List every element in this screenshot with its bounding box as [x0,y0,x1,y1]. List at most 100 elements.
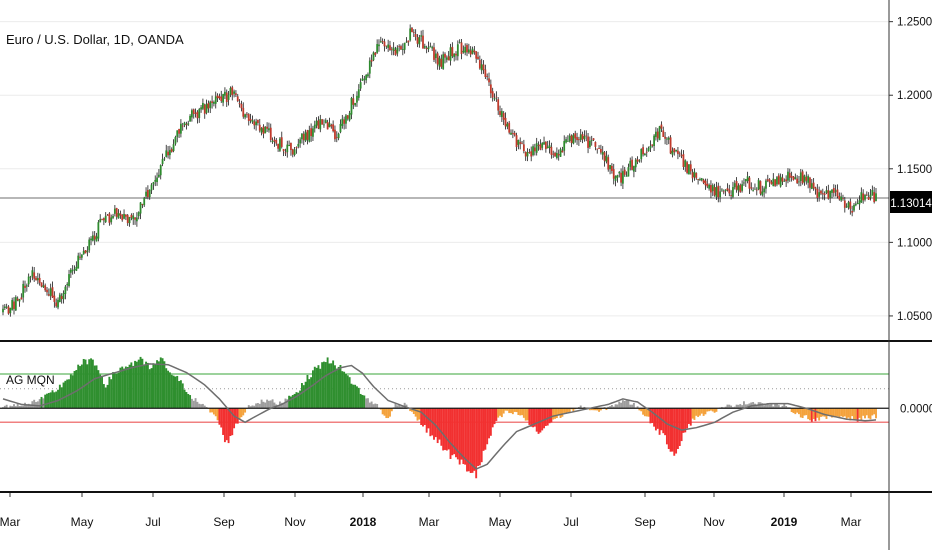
histogram-bar [277,405,280,409]
candle-down [79,256,81,258]
candle-up [368,60,371,74]
histogram-bar [561,408,564,417]
histogram-bar [504,408,507,411]
candle-down [192,109,195,114]
candle-up [312,128,314,137]
candle-down [44,285,47,291]
histogram-bar [537,408,540,434]
candle-up [328,123,331,128]
histogram-bar [445,408,448,451]
candle-up [183,122,186,126]
histogram-bar [134,360,137,409]
histogram-bar [867,408,870,419]
candle-up [293,149,296,155]
histogram-bar [559,408,562,418]
histogram-bar [244,408,247,413]
histogram-bar [18,405,21,409]
histogram-bar [875,408,877,419]
histogram-bar [123,368,125,409]
histogram-bar [334,365,336,409]
time-tick-label: Sep [634,515,656,529]
candle-down [489,84,492,94]
candle-down [816,189,819,198]
histogram-bar [346,375,349,409]
indicator-label[interactable]: AG MQN [6,373,55,387]
histogram-bar [328,363,331,409]
candle-up [77,255,80,269]
candle-down [836,189,839,197]
histogram-bar [667,408,670,450]
histogram-bar [389,408,391,417]
candle-down [258,124,261,131]
histogram-bar [702,408,705,416]
histogram-bar [22,405,25,409]
candle-up [315,120,318,126]
candle-up [616,175,619,178]
histogram-bar [566,408,569,413]
candle-up [798,181,800,183]
candle-down [181,125,184,127]
candle-down [16,298,19,301]
histogram-bar [189,395,192,409]
candle-up [91,235,94,241]
candle-up [387,44,390,48]
histogram-bar [350,383,353,409]
histogram-bar [55,391,58,409]
histogram-bar [425,408,428,433]
histogram-bar [44,394,47,409]
candle-down [317,120,320,129]
indicator-pane[interactable] [0,356,889,479]
histogram-bar [579,405,582,409]
candle-up [601,151,604,155]
candle-up [638,160,641,162]
histogram-bar [409,408,412,412]
candle-down [792,176,795,180]
candle-up [429,46,432,48]
histogram-bar [313,366,316,409]
histogram-bar [370,401,373,409]
candle-up [260,128,263,133]
candle-down [528,152,531,153]
candle-up [568,135,571,142]
candle-up [708,184,711,189]
histogram-bar [68,379,70,409]
candle-down [832,188,835,193]
histogram-bar [361,394,364,409]
candle-up [721,189,723,191]
price-pane[interactable] [0,24,889,317]
candle-up [191,110,193,118]
histogram-bar [332,360,335,409]
candle-down [713,187,716,196]
histogram-bar [234,408,237,424]
candle-up [853,204,855,211]
candle-up [271,140,274,143]
histogram-bar [200,404,203,409]
candle-up [563,141,566,151]
candle-up [396,47,399,54]
candle-up [150,184,153,191]
chart-title: Euro / U.S. Dollar, 1D, OANDA [6,32,184,47]
candle-down [544,141,547,150]
candle-up [783,180,786,182]
candle-up [401,49,404,51]
histogram-bar [680,408,683,442]
candle-down [702,179,705,183]
histogram-bar [143,365,146,409]
candle-down [726,188,729,191]
histogram-bar [242,408,245,416]
candle-up [622,171,624,184]
candle-up [62,293,65,300]
histogram-bar [383,408,386,416]
candle-up [69,269,72,273]
candle-up [233,91,235,94]
candle-down [755,189,758,191]
candle-down [691,172,694,179]
candle-up [172,144,175,152]
histogram-bar [86,364,89,409]
histogram-bar [102,384,105,409]
candle-up [214,96,217,104]
candle-up [543,142,545,145]
histogram-bar [181,383,184,409]
candle-up [700,178,703,181]
